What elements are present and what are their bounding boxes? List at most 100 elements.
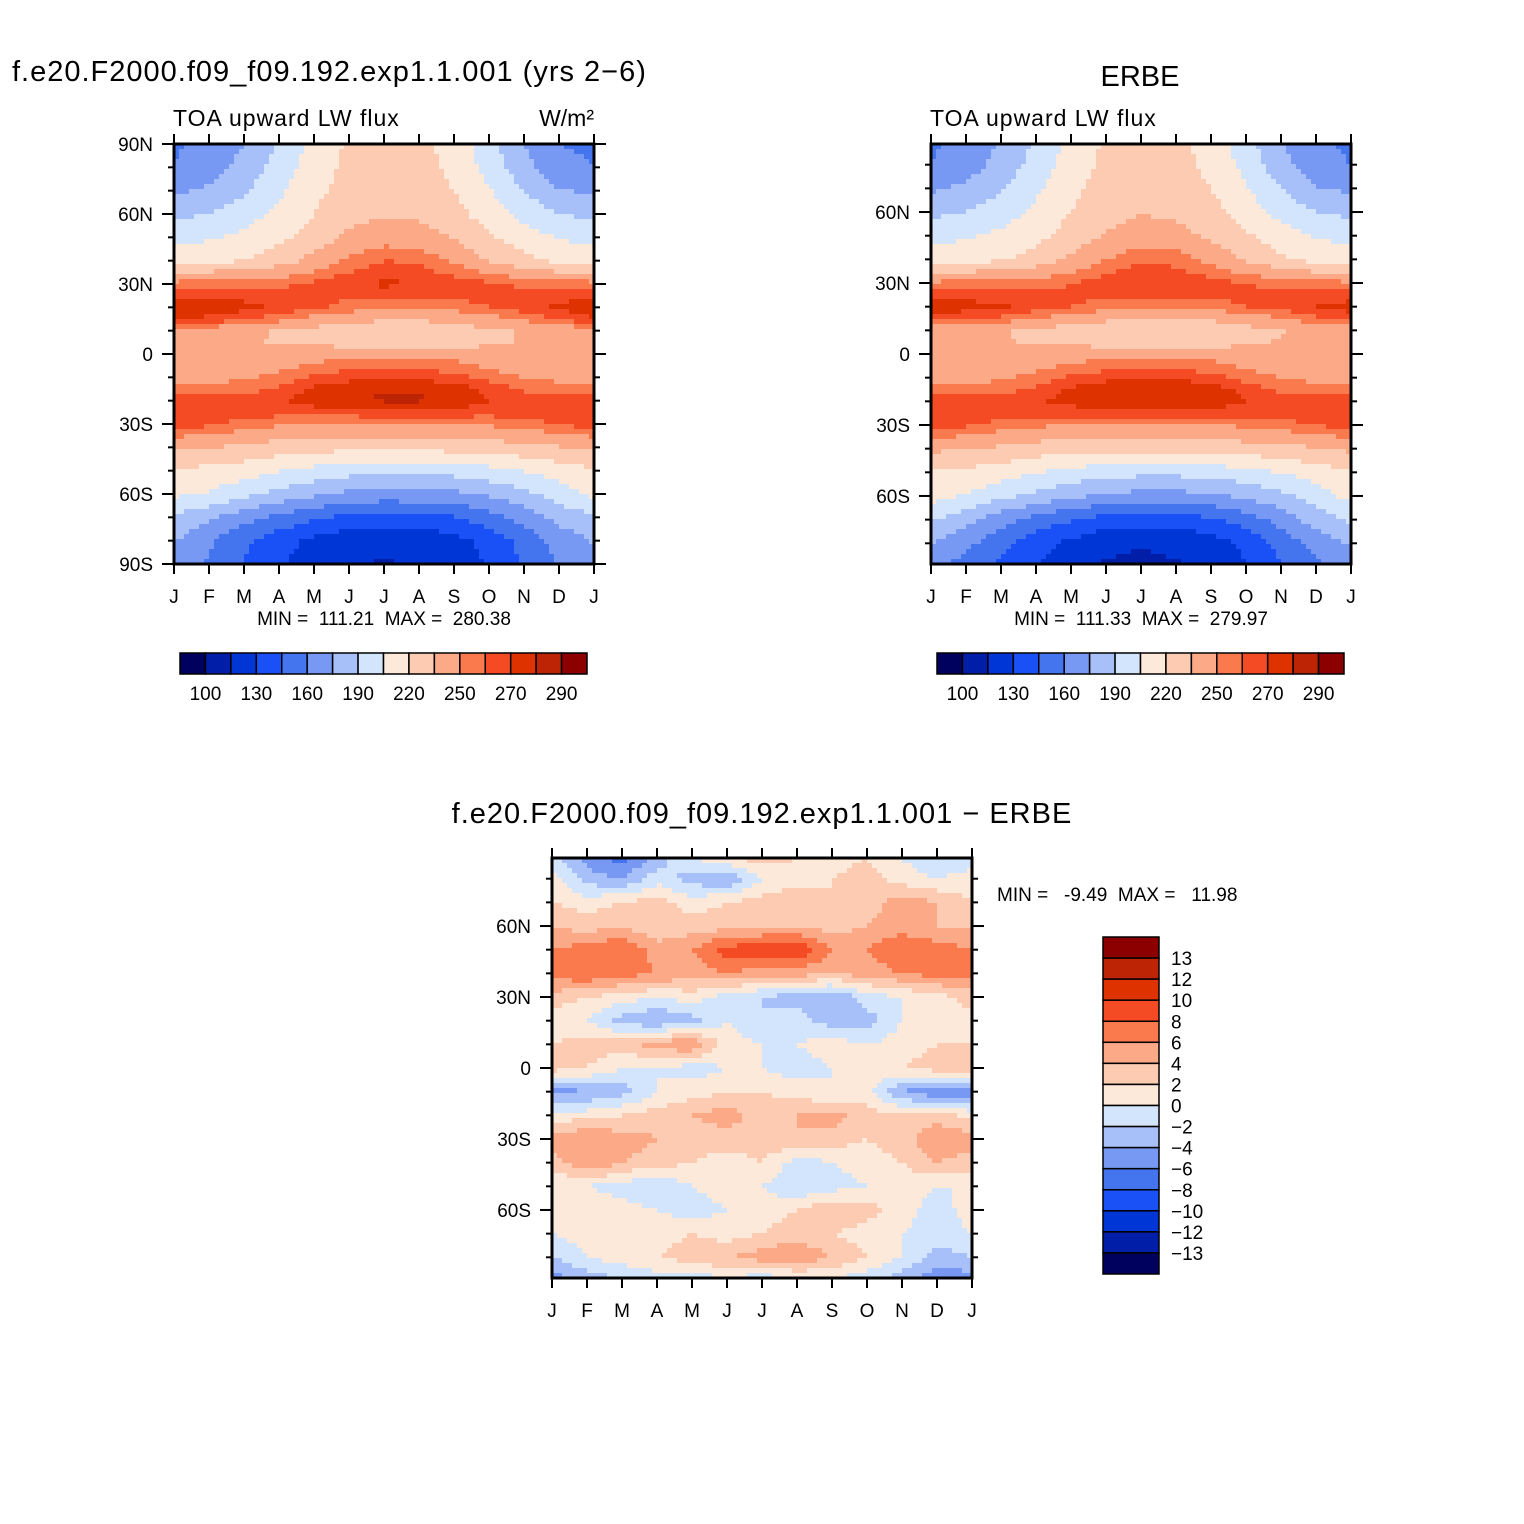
model-contour-cell — [589, 194, 595, 200]
model-contour-cell — [444, 189, 450, 195]
model-contour-cell — [299, 309, 305, 315]
model-contour-cell — [544, 169, 550, 175]
model-contour-cell — [324, 304, 330, 310]
model-contour-cell — [524, 324, 530, 330]
model-contour-cell — [224, 284, 230, 290]
model-contour-cell — [264, 379, 270, 385]
model-contour-cell — [249, 294, 255, 300]
model-contour-cell — [534, 369, 540, 375]
model-contour-cell — [374, 249, 380, 255]
model-contour-cell — [329, 159, 335, 165]
model-contour-cell — [359, 179, 365, 185]
model-contour-cell — [469, 404, 475, 410]
model-contour-cell — [519, 279, 525, 285]
model-contour-cell — [504, 164, 510, 170]
model-contour-cell — [269, 379, 275, 385]
model-contour-cell — [409, 289, 415, 295]
model-contour-cell — [184, 199, 190, 205]
model-contour-cell — [584, 369, 590, 375]
model-contour-cell — [234, 304, 240, 310]
model-contour-cell — [499, 369, 505, 375]
model-contour-cell — [364, 344, 370, 350]
model-contour-cell — [459, 389, 465, 395]
model-contour-cell — [309, 314, 315, 320]
model-contour-cell — [399, 154, 405, 160]
model-contour-cell — [404, 354, 410, 360]
model-contour-cell — [579, 319, 585, 325]
model-contour-cell — [334, 184, 340, 190]
model-contour-cell — [179, 414, 185, 420]
model-contour-cell — [574, 304, 580, 310]
model-contour-cell — [424, 399, 430, 405]
model-contour-cell — [424, 404, 430, 410]
model-contour-cell — [399, 204, 405, 210]
model-contour-cell — [539, 204, 545, 210]
model-contour-cell — [489, 189, 495, 195]
model-contour-cell — [379, 364, 385, 370]
model-contour-cell — [394, 199, 400, 205]
model-contour-cell — [369, 199, 375, 205]
model-contour-cell — [484, 419, 490, 425]
model-contour-cell — [389, 359, 395, 365]
model-contour-cell — [234, 289, 240, 295]
model-contour-cell — [189, 379, 195, 385]
model-contour-cell — [304, 344, 310, 350]
model-contour-cell — [544, 184, 550, 190]
model-contour-cell — [424, 394, 430, 400]
model-contour-cell — [564, 279, 570, 285]
model-contour-cell — [489, 404, 495, 410]
model-contour-cell — [249, 309, 255, 315]
model-contour-cell — [309, 359, 315, 365]
model-contour-cell — [289, 349, 295, 355]
model-contour-cell — [524, 414, 530, 420]
model-contour-cell — [329, 374, 335, 380]
model-contour-cell — [289, 414, 295, 420]
model-contour-cell — [459, 329, 465, 335]
model-contour-cell — [194, 354, 200, 360]
model-contour-cell — [254, 274, 260, 280]
model-contour-cell — [399, 289, 405, 295]
model-contour-cell — [209, 344, 215, 350]
model-contour-cell — [569, 164, 575, 170]
model-contour-cell — [464, 149, 470, 155]
model-contour-cell — [404, 164, 410, 170]
model-contour-cell — [369, 429, 375, 435]
model-contour-cell — [574, 414, 580, 420]
model-contour-cell — [279, 199, 285, 205]
model-contour-cell — [559, 389, 565, 395]
model-contour-cell — [414, 364, 420, 370]
model-contour-cell — [549, 404, 555, 410]
model-contour-cell — [419, 244, 425, 250]
model-contour-cell — [339, 244, 345, 250]
model-contour-cell — [199, 339, 205, 345]
model-contour-cell — [374, 384, 380, 390]
model-contour-cell — [339, 329, 345, 335]
model-contour-cell — [389, 299, 395, 305]
model-contour-cell — [554, 234, 560, 240]
model-contour-cell — [329, 379, 335, 385]
model-contour-cell — [344, 299, 350, 305]
model-contour-cell — [189, 324, 195, 330]
model-contour-cell — [544, 194, 550, 200]
model-contour-cell — [289, 264, 295, 270]
model-contour-cell — [429, 334, 435, 340]
model-contour-cell — [454, 339, 460, 345]
model-contour-cell — [584, 414, 590, 420]
model-contour-cell — [379, 184, 385, 190]
model-contour-cell — [349, 414, 355, 420]
model-contour-cell — [494, 419, 500, 425]
model-contour-cell — [569, 194, 575, 200]
model-contour-cell — [534, 144, 540, 150]
model-contour-cell — [589, 214, 595, 220]
model-contour-cell — [324, 259, 330, 265]
model-contour-cell — [429, 279, 435, 285]
model-contour-cell — [569, 254, 575, 260]
model-contour-cell — [549, 319, 555, 325]
model-contour-cell — [284, 324, 290, 330]
model-contour-cell — [229, 439, 235, 445]
model-contour-cell — [494, 149, 500, 155]
model-contour-cell — [454, 259, 460, 265]
model-contour-cell — [439, 149, 445, 155]
model-contour-cell — [434, 149, 440, 155]
model-contour-cell — [384, 404, 390, 410]
